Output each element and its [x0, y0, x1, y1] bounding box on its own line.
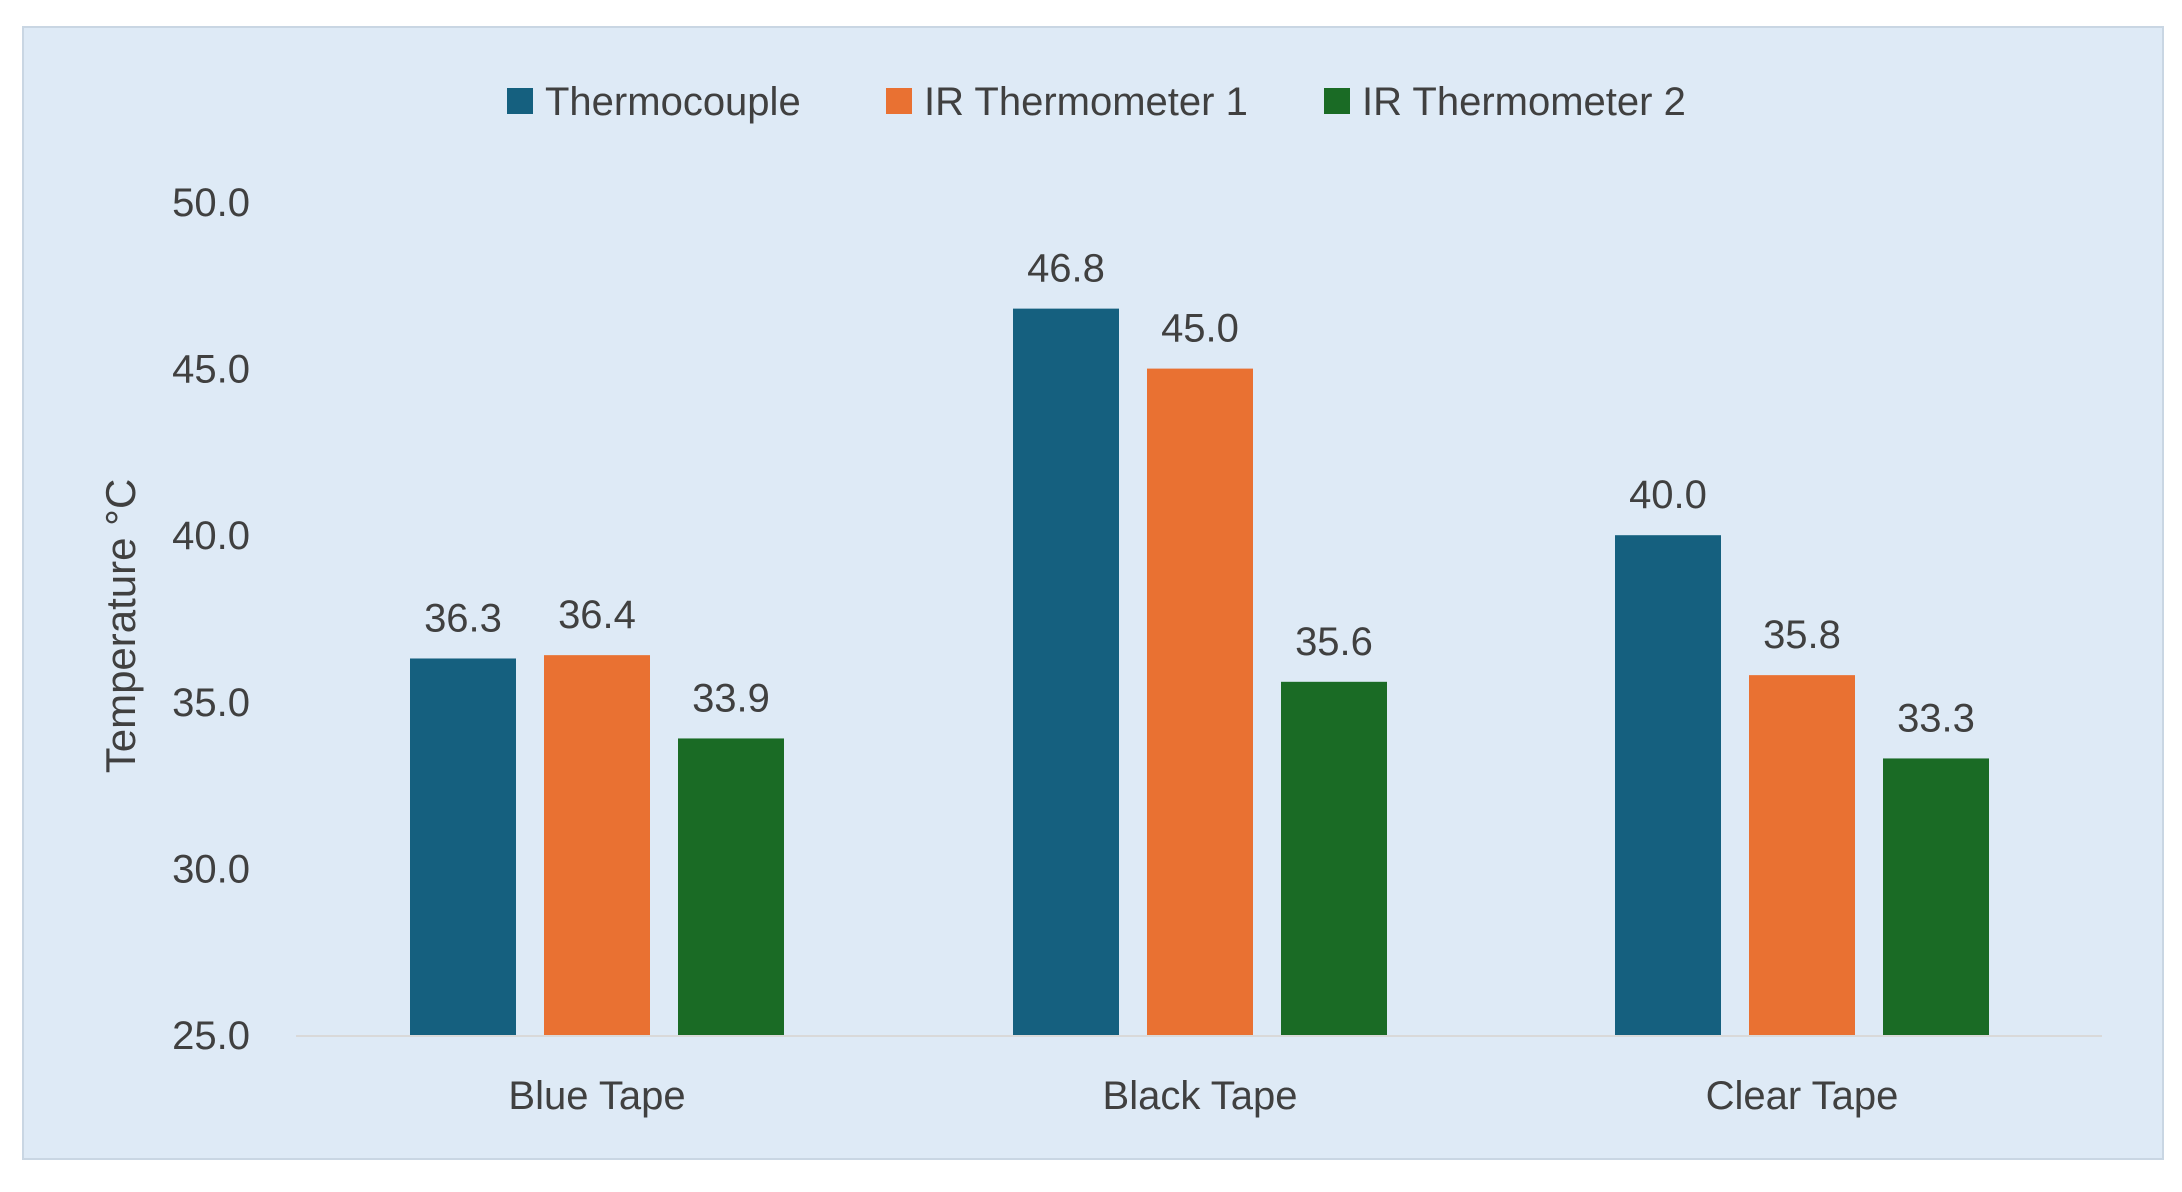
bar-1-1	[410, 658, 516, 1035]
bar-3-3	[1883, 758, 1989, 1035]
bar-3-1	[678, 738, 784, 1035]
legend-swatch-3	[1324, 88, 1350, 114]
legend: Thermocouple IR Thermometer 1 IR Thermomet…	[507, 80, 1686, 124]
x-category-label-1: Blue Tape	[508, 1074, 685, 1118]
data-label-3-2: 35.6	[1295, 620, 1373, 664]
bar-2-2	[1147, 368, 1253, 1036]
x-axis-category-labels: Blue Tape Black Tape Clear Tape	[508, 1074, 1898, 1118]
data-labels: 36.3 36.4 33.9 46.8 45.0 35.6 40.0 35.8 33.3	[424, 247, 1975, 741]
y-tick-label: 25.0	[172, 1014, 250, 1058]
legend-label-2: IR Thermometer 1	[924, 80, 1248, 124]
bar-3-2	[1281, 681, 1387, 1035]
y-axis-title: Temperature °C	[97, 479, 144, 774]
bar-1-3	[1615, 535, 1721, 1035]
x-category-label-2: Black Tape	[1103, 1074, 1298, 1118]
y-axis-ticks: 25.0 30.0 35.0 40.0 45.0 50.0	[172, 181, 250, 1058]
legend-swatch-1	[507, 88, 533, 114]
data-label-1-2: 46.8	[1027, 247, 1105, 291]
x-category-label-3: Clear Tape	[1706, 1074, 1899, 1118]
data-label-3-1: 33.9	[692, 676, 770, 720]
legend-label-1: Thermocouple	[545, 80, 801, 124]
y-tick-label: 45.0	[172, 348, 250, 392]
y-tick-label: 30.0	[172, 847, 250, 891]
y-tick-label: 40.0	[172, 514, 250, 558]
data-label-2-1: 36.4	[558, 593, 636, 637]
legend-label-3: IR Thermometer 2	[1362, 80, 1686, 124]
bar-2-1	[544, 655, 650, 1035]
data-label-1-1: 36.3	[424, 596, 502, 640]
legend-swatch-2	[886, 88, 912, 114]
bar-1-2	[1013, 308, 1119, 1035]
y-tick-label: 50.0	[172, 181, 250, 225]
bar-2-3	[1749, 675, 1855, 1035]
data-label-2-3: 35.8	[1763, 613, 1841, 657]
bars	[410, 308, 1989, 1036]
y-tick-label: 35.0	[172, 681, 250, 725]
data-label-1-3: 40.0	[1629, 473, 1707, 517]
data-label-3-3: 33.3	[1897, 696, 1975, 740]
data-label-2-2: 45.0	[1161, 307, 1239, 351]
